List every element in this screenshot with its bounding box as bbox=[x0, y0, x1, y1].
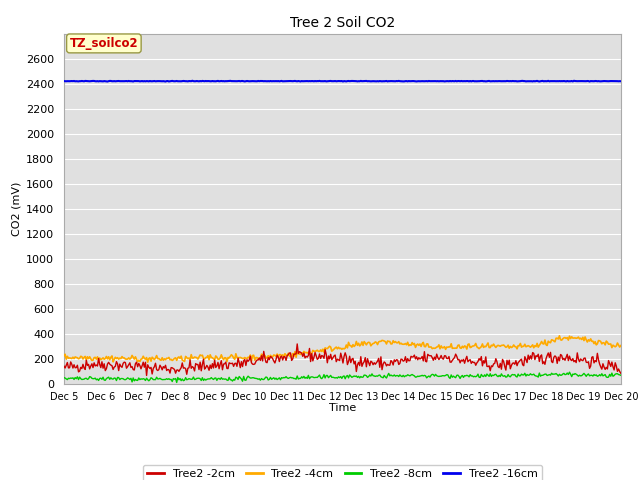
Title: Tree 2 Soil CO2: Tree 2 Soil CO2 bbox=[290, 16, 395, 30]
Legend: Tree2 -2cm, Tree2 -4cm, Tree2 -8cm, Tree2 -16cm: Tree2 -2cm, Tree2 -4cm, Tree2 -8cm, Tree… bbox=[143, 465, 542, 480]
X-axis label: Time: Time bbox=[329, 403, 356, 413]
Text: TZ_soilco2: TZ_soilco2 bbox=[70, 37, 138, 50]
Y-axis label: CO2 (mV): CO2 (mV) bbox=[12, 181, 22, 236]
